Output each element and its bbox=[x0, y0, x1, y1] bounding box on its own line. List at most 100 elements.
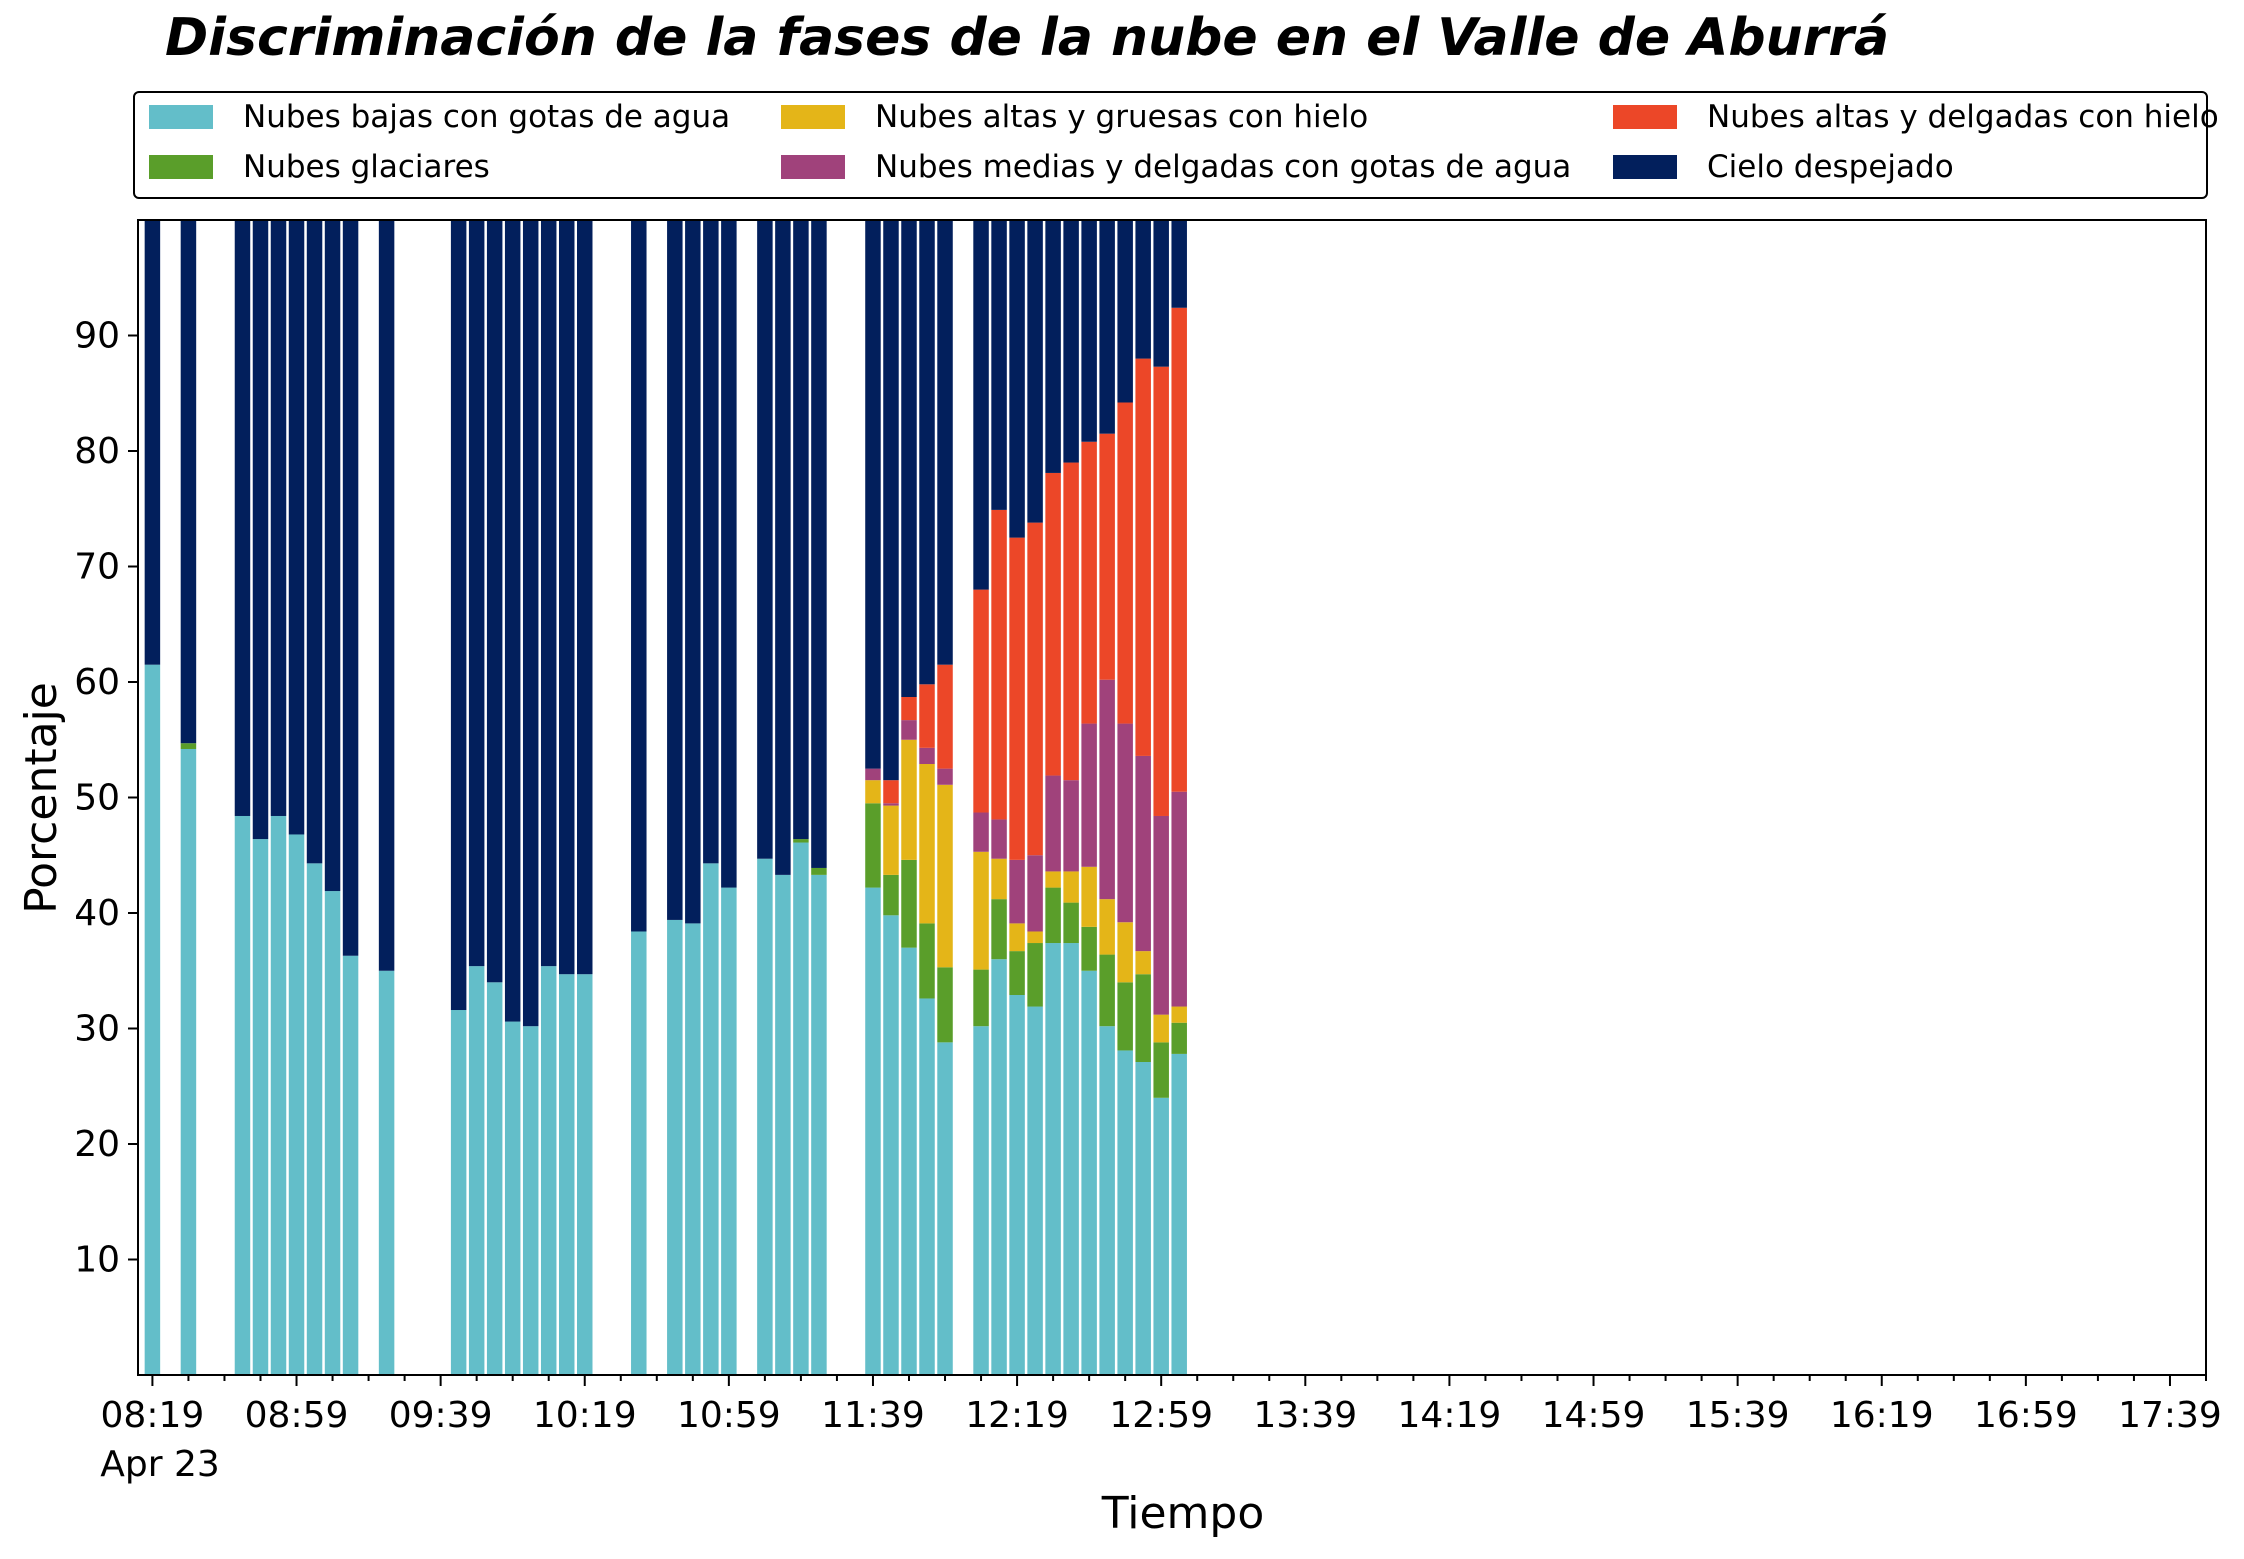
bar-segment bbox=[468, 966, 485, 1375]
bar-segment bbox=[991, 899, 1007, 960]
bar-segment bbox=[234, 815, 251, 1375]
bar-segment bbox=[631, 220, 647, 932]
bar-segment bbox=[973, 969, 989, 1027]
bar-segment bbox=[1099, 954, 1115, 1027]
bar-segment bbox=[324, 891, 341, 1375]
legend-swatch bbox=[1613, 155, 1677, 179]
legend: Nubes bajas con gotas de agua Nubes altas… bbox=[133, 91, 2219, 199]
bar-segment bbox=[1063, 943, 1079, 1375]
bar-segment bbox=[1045, 775, 1061, 872]
bar-segment bbox=[1099, 433, 1115, 680]
bar-segment bbox=[901, 720, 917, 740]
bar-segment bbox=[991, 959, 1007, 1375]
bar-segment bbox=[144, 664, 161, 1375]
bar-segment bbox=[1099, 1026, 1115, 1375]
bar-segment bbox=[144, 220, 161, 665]
bar-segment bbox=[270, 220, 287, 816]
y-tick-label: 90 bbox=[74, 316, 120, 357]
bar-segment bbox=[1135, 220, 1151, 359]
bar-segment bbox=[1027, 1006, 1043, 1375]
bar-segment bbox=[522, 220, 539, 1027]
bar-segment bbox=[901, 697, 917, 721]
bars-layer bbox=[144, 220, 1187, 1375]
bar-segment bbox=[576, 220, 593, 975]
bar-segment bbox=[919, 220, 935, 685]
bar-segment bbox=[1099, 899, 1115, 955]
x-tick-label: 17:39 bbox=[2118, 1395, 2222, 1436]
y-tick-label: 80 bbox=[74, 431, 120, 472]
bar-segment bbox=[504, 220, 521, 1022]
legend-label: Cielo despejado bbox=[1707, 149, 1954, 185]
x-tick-label: 08:59 bbox=[245, 1395, 349, 1436]
bar-segment bbox=[180, 743, 197, 749]
x-tick-label: 10:19 bbox=[533, 1395, 637, 1436]
x-axis-title: Tiempo bbox=[1101, 1488, 1265, 1539]
bar-segment bbox=[1009, 923, 1025, 952]
y-tick-label: 70 bbox=[74, 547, 120, 588]
bar-segment bbox=[1045, 871, 1061, 888]
bar-segment bbox=[1171, 1053, 1187, 1375]
legend-label: Nubes glaciares bbox=[243, 149, 490, 185]
bar-segment bbox=[793, 842, 809, 1375]
bar-segment bbox=[180, 220, 197, 744]
bar-segment bbox=[685, 923, 701, 1375]
bar-segment bbox=[486, 220, 503, 983]
x-tick-label: 14:59 bbox=[1542, 1395, 1646, 1436]
bar-segment bbox=[1027, 855, 1043, 932]
legend-item: Nubes medias y delgadas con gotas de agu… bbox=[781, 150, 1571, 184]
bar-segment bbox=[378, 220, 395, 971]
bar-segment bbox=[1009, 859, 1025, 924]
bar-segment bbox=[937, 1042, 953, 1375]
y-tick-label: 50 bbox=[74, 778, 120, 819]
bar-segment bbox=[1009, 995, 1025, 1375]
bar-segment bbox=[450, 1010, 467, 1375]
bar-segment bbox=[486, 982, 503, 1375]
legend-item: Nubes bajas con gotas de agua bbox=[149, 100, 730, 134]
x-tick-label: 12:59 bbox=[1109, 1395, 1213, 1436]
bar-segment bbox=[901, 859, 917, 948]
bar-segment bbox=[1171, 1022, 1187, 1054]
x-axis-date-label: Apr 23 bbox=[100, 1444, 220, 1485]
bar-segment bbox=[342, 220, 359, 956]
bar-segment bbox=[865, 768, 881, 781]
bar-segment bbox=[1117, 220, 1133, 403]
y-axis-title: Porcentaje bbox=[16, 682, 67, 914]
x-tick-label: 10:59 bbox=[677, 1395, 781, 1436]
bar-segment bbox=[703, 220, 719, 864]
bar-segment bbox=[937, 220, 953, 665]
chart-title: Discriminación de la fases de la nube en… bbox=[165, 8, 1890, 68]
bar-segment bbox=[757, 858, 773, 1375]
x-tick-label: 14:19 bbox=[1398, 1395, 1502, 1436]
bar-segment bbox=[883, 220, 899, 781]
bar-segment bbox=[378, 970, 395, 1375]
bar-segment bbox=[1117, 723, 1133, 923]
bar-segment bbox=[703, 863, 719, 1375]
legend-item: Nubes altas y delgadas con hielo bbox=[1613, 100, 2219, 134]
legend-label: Nubes medias y delgadas con gotas de agu… bbox=[875, 149, 1572, 185]
bar-segment bbox=[450, 220, 467, 1011]
bar-segment bbox=[540, 966, 557, 1375]
legend-swatch bbox=[781, 155, 845, 179]
bar-segment bbox=[1081, 970, 1097, 1375]
bar-segment bbox=[1153, 366, 1169, 816]
x-axis: 08:19 08:59 09:39 10:19 10:59 11:39 12:19 12:59… bbox=[101, 1375, 2222, 1436]
bar-segment bbox=[919, 923, 935, 999]
bar-segment bbox=[865, 220, 881, 769]
bar-segment bbox=[721, 887, 737, 1375]
x-tick-label: 09:39 bbox=[389, 1395, 493, 1436]
bar-segment bbox=[1081, 220, 1097, 442]
bar-segment bbox=[1009, 537, 1025, 860]
bar-segment bbox=[1117, 402, 1133, 724]
bar-segment bbox=[1081, 441, 1097, 724]
bar-segment bbox=[1135, 358, 1151, 756]
bar-segment bbox=[793, 220, 809, 840]
bar-segment bbox=[973, 851, 989, 970]
legend-item: Nubes altas y gruesas con hielo bbox=[781, 100, 1368, 134]
bar-segment bbox=[883, 915, 899, 1375]
bar-segment bbox=[1027, 931, 1043, 944]
bar-segment bbox=[1045, 220, 1061, 473]
bar-segment bbox=[1153, 220, 1169, 367]
bar-segment bbox=[757, 220, 773, 859]
bar-segment bbox=[937, 664, 953, 769]
bar-segment bbox=[522, 1026, 539, 1375]
